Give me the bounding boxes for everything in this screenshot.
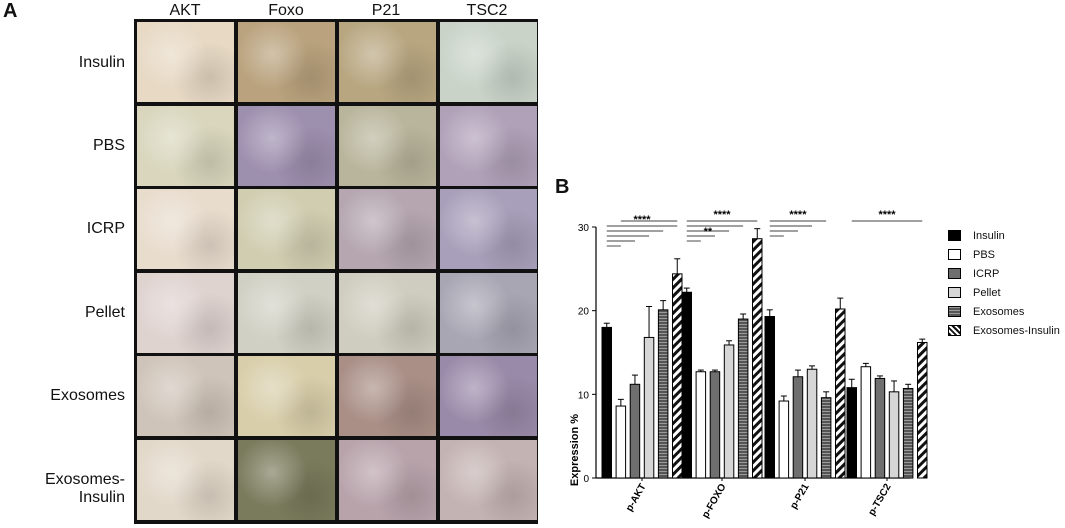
legend-item: ICRP [948, 264, 1060, 283]
x-category-label: p-TSC2 [867, 482, 894, 518]
micrograph-tile [440, 440, 537, 520]
significance-label: ** [704, 226, 713, 238]
significance-label: **** [713, 209, 731, 221]
legend-label: ICRP [973, 267, 1000, 280]
y-axis-label: Expression % [569, 414, 581, 486]
micrograph-tile [339, 22, 436, 102]
row-header-insulin: Insulin [78, 54, 125, 71]
legend-swatch [948, 249, 961, 260]
y-tick-label: 0 [583, 474, 589, 485]
bar-exosomes-insulin [672, 273, 683, 479]
micrograph-tile [339, 440, 436, 520]
bar-insulin [764, 316, 775, 479]
row-header-exosomes: Exosomes [50, 387, 125, 404]
bar-exosomes [820, 397, 832, 479]
bar-pbs [860, 366, 872, 479]
legend-label: PBS [973, 248, 996, 261]
micrograph-tile [137, 22, 234, 102]
micrograph-tile [137, 105, 234, 186]
significance-label: **** [878, 209, 896, 221]
x-category-label: p-AKT [624, 482, 649, 513]
bar-icrp [629, 383, 641, 479]
row-header-exosomes-insulin: Exosomes-Insulin [44, 471, 125, 506]
significance-label: **** [789, 209, 807, 221]
bar-pellet [806, 368, 818, 479]
micrograph-tile [339, 105, 436, 186]
micrograph-grid [134, 19, 538, 524]
micrograph-tile [339, 189, 436, 270]
column-header-tsc2: TSC2 [466, 2, 508, 19]
legend-label: Exosomes [973, 305, 1025, 318]
bar-icrp [792, 376, 804, 479]
bar-insulin [681, 291, 692, 479]
legend-swatch [948, 325, 961, 336]
x-category-label: p-P21 [788, 482, 811, 511]
chart-legend: Insulin PBS ICRP Pellet Exosomes Exosomes-Ins… [948, 226, 1060, 340]
legend-item: Pellet [948, 283, 1060, 302]
x-category-label: p-FOXO [700, 482, 729, 520]
legend-swatch [948, 287, 961, 298]
significance-label: **** [633, 214, 651, 226]
y-tick-label: 20 [578, 307, 590, 318]
legend-item: Insulin [948, 226, 1060, 245]
bar-exosomes [737, 318, 749, 479]
legend-item: Exosomes-Insulin [948, 321, 1060, 340]
legend-item: Exosomes [948, 302, 1060, 321]
row-header-pbs: PBS [92, 137, 125, 154]
micrograph-tile [238, 189, 335, 270]
legend-swatch [948, 306, 961, 317]
legend-label: Insulin [973, 229, 1005, 242]
micrograph-tile [238, 356, 335, 437]
bar-exosomes-insulin [835, 308, 846, 479]
micrograph-tile [137, 272, 234, 353]
expression-bar-chart: Expression % 0 10 20 30 p-AKT p-FOXO p-P21 p-TS… [569, 209, 928, 520]
bar-pellet [723, 344, 735, 479]
column-header-akt: AKT [169, 2, 201, 19]
micrograph-tile [137, 356, 234, 437]
y-tick-label: 10 [578, 390, 590, 401]
bar-insulin [601, 326, 612, 479]
micrograph-tile [440, 189, 537, 270]
legend-label: Exosomes-Insulin [973, 324, 1060, 337]
row-header-pellet: Pellet [84, 304, 125, 321]
bar-pbs [615, 405, 627, 479]
legend-label: Pellet [973, 286, 1001, 299]
bar-icrp [709, 371, 721, 479]
bar-pellet [888, 391, 900, 479]
row-header-icrp: ICRP [86, 220, 125, 237]
micrograph-tile [339, 356, 436, 437]
legend-swatch [948, 230, 961, 241]
micrograph-tile [440, 356, 537, 437]
column-header-p21: P21 [371, 2, 401, 19]
bar-pbs [778, 400, 790, 479]
micrograph-tile [440, 105, 537, 186]
bar-pbs [695, 371, 707, 479]
micrograph-tile [238, 440, 335, 520]
bar-exosomes [902, 387, 914, 479]
micrograph-tile [238, 22, 335, 102]
bar-exosomes-insulin [752, 238, 763, 479]
bar-exosomes [657, 309, 669, 479]
bar-exosomes-insulin [917, 341, 928, 479]
legend-item: PBS [948, 245, 1060, 264]
bar-icrp [874, 377, 886, 479]
micrograph-tile [440, 272, 537, 353]
legend-swatch [948, 268, 961, 279]
panel-b-label: B [555, 176, 570, 198]
micrograph-tile [238, 272, 335, 353]
bar-insulin [846, 387, 857, 479]
micrograph-tile [238, 105, 335, 186]
panel-a-label: A [3, 0, 18, 22]
micrograph-tile [339, 272, 436, 353]
y-tick-label: 30 [578, 223, 590, 234]
micrograph-tile [137, 440, 234, 520]
column-header-foxo: Foxo [268, 2, 304, 19]
micrograph-tile [440, 22, 537, 102]
bar-pellet [643, 336, 655, 479]
micrograph-tile [137, 189, 234, 270]
